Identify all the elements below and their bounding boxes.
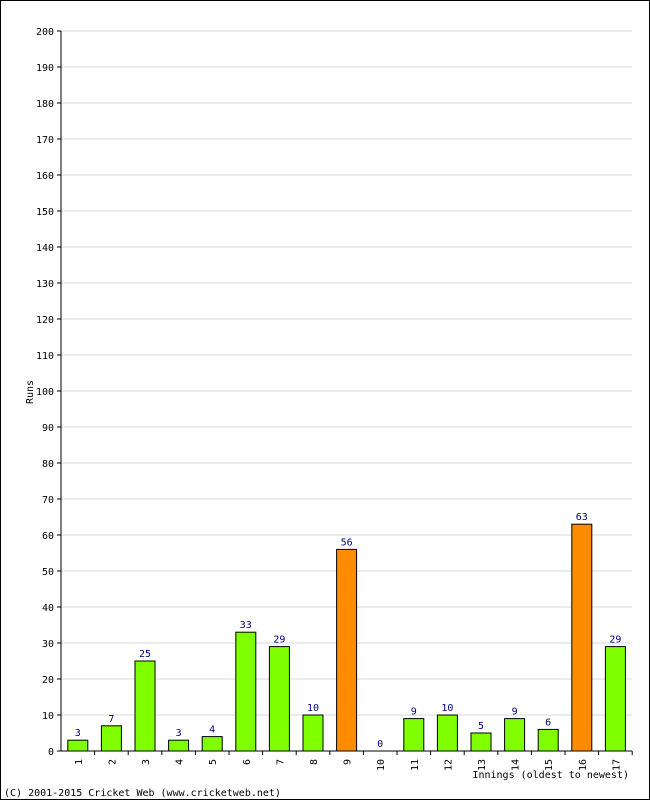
data-label: 29: [609, 635, 621, 646]
y-tick-label: 110: [36, 351, 54, 362]
data-label: 10: [307, 703, 319, 714]
y-tick-label: 70: [42, 495, 54, 506]
x-tick-label: 17: [611, 759, 622, 771]
data-label: 9: [411, 707, 417, 718]
x-tick-label: 4: [175, 759, 186, 765]
y-axis-title: Runs: [25, 380, 36, 404]
x-tick-label: 1: [74, 759, 85, 765]
bar-innings-3: [134, 660, 156, 752]
copyright-text: (C) 2001-2015 Cricket Web (www.cricketwe…: [4, 788, 281, 799]
data-label: 56: [341, 537, 353, 548]
y-axis-ticks: 0 10 20 30 40 50 60 70 80 90 100 110 120 130 140 150 160…: [36, 27, 61, 758]
data-label: 29: [273, 635, 285, 646]
data-label: 63: [576, 512, 588, 523]
bar-innings-14: [504, 718, 526, 752]
data-label: 3: [75, 728, 81, 739]
y-tick-label: 200: [36, 27, 54, 38]
x-tick-label: 13: [477, 759, 488, 771]
bar-innings-1: [67, 739, 89, 752]
data-label: 5: [478, 721, 484, 732]
x-tick-label: 11: [410, 759, 421, 771]
x-tick-label: 7: [275, 759, 286, 765]
bar-innings-12: [436, 714, 458, 752]
data-label: 4: [209, 725, 215, 736]
x-axis-ticks: 1 2 3 4 5 6 7 8 9 10 11 12 13 14 15 16 17: [74, 751, 633, 771]
bar-innings-16: [571, 523, 593, 752]
y-tick-label: 130: [36, 279, 54, 290]
data-label: 25: [139, 649, 151, 660]
y-tick-label: 140: [36, 243, 54, 254]
bars: [67, 523, 626, 752]
bar-innings-5: [201, 736, 223, 752]
x-tick-label: 10: [376, 759, 387, 771]
y-tick-label: 160: [36, 171, 54, 182]
x-tick-label: 3: [141, 759, 152, 765]
bar-innings-17: [604, 646, 626, 752]
y-tick-label: 60: [42, 531, 54, 542]
x-tick-label: 9: [343, 759, 354, 765]
bar-innings-11: [403, 718, 425, 752]
bar-innings-2: [100, 725, 122, 752]
x-tick-label: 16: [578, 759, 589, 771]
y-tick-label: 190: [36, 63, 54, 74]
bar-innings-4: [168, 739, 190, 752]
y-tick-label: 20: [42, 675, 54, 686]
y-tick-label: 80: [42, 459, 54, 470]
y-tick-label: 90: [42, 423, 54, 434]
bar-innings-9: [336, 548, 358, 752]
y-tick-label: 40: [42, 603, 54, 614]
y-tick-label: 120: [36, 315, 54, 326]
x-tick-label: 12: [443, 759, 454, 771]
y-tick-label: 180: [36, 99, 54, 110]
data-label: 9: [512, 707, 518, 718]
bar-innings-6: [235, 631, 257, 752]
x-tick-label: 6: [242, 759, 253, 765]
x-tick-label: 14: [511, 759, 522, 771]
bar-innings-8: [302, 714, 324, 752]
y-tick-label: 50: [42, 567, 54, 578]
y-tick-label: 30: [42, 639, 54, 650]
data-label: 33: [240, 620, 252, 631]
data-label: 10: [441, 703, 453, 714]
x-axis-title: Innings (oldest to newest): [472, 770, 629, 781]
data-label: 3: [176, 728, 182, 739]
y-tick-label: 170: [36, 135, 54, 146]
data-labels: 3 7 25 3 4 33 29 10 56 0 9 10 5 9 6 63 29: [75, 512, 622, 750]
data-label: 6: [545, 717, 551, 728]
bar-innings-15: [537, 728, 559, 752]
data-label: 0: [377, 739, 383, 750]
bar-innings-7: [268, 646, 290, 752]
y-tick-label: 150: [36, 207, 54, 218]
data-label: 7: [108, 714, 114, 725]
y-tick-label: 100: [36, 387, 54, 398]
x-tick-label: 5: [208, 759, 219, 765]
x-tick-label: 8: [309, 759, 320, 765]
y-tick-label: 0: [48, 747, 54, 758]
x-tick-label: 2: [107, 759, 118, 765]
y-tick-label: 10: [42, 711, 54, 722]
bar-innings-13: [470, 732, 492, 752]
x-tick-label: 15: [544, 759, 555, 771]
grid-lines: [61, 30, 632, 716]
